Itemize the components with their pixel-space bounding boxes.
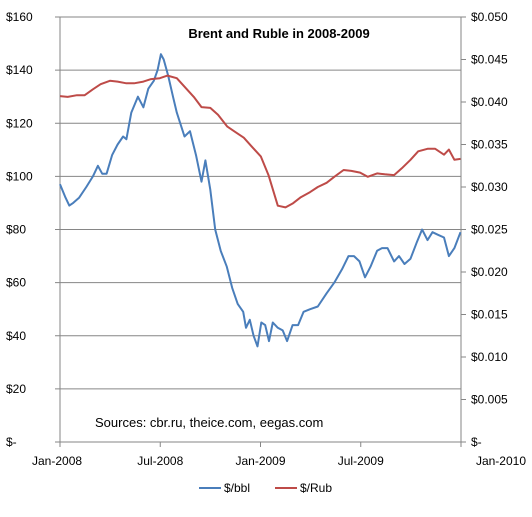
y-left-tick-label: $100 — [6, 169, 33, 183]
gridlines — [60, 16, 461, 390]
y-left-tick-label: $160 — [6, 10, 33, 24]
y-right-tick-label: $0.040 — [471, 95, 508, 109]
y-right-tick-label: $0.030 — [471, 180, 508, 194]
legend: $/bbl $/Rub — [199, 481, 332, 495]
x-tick-label: Jan-2010 — [476, 454, 526, 468]
y-right-tick-label: $0.045 — [471, 53, 508, 67]
x-tick-label: Jul-2008 — [137, 454, 183, 468]
y-right-tick-label: $0.005 — [471, 393, 508, 407]
axes: $- $20 $40 $60 $80 $100 $120 $140 $160 $- $0.005 $0… — [6, 10, 526, 468]
y-right-tick-label: $0.020 — [471, 265, 508, 279]
series-line-ruble — [59, 74, 461, 209]
legend-label: $/bbl — [224, 481, 250, 495]
y-right-tick-label: $- — [471, 435, 482, 449]
y-right-tick-label: $0.050 — [471, 10, 508, 24]
y-right-tick-label: $0.025 — [471, 223, 508, 237]
y-left-tick-label: $20 — [6, 382, 26, 396]
legend-label: $/Rub — [300, 481, 332, 495]
y-left-tick-label: $60 — [6, 276, 26, 290]
series-line-brent — [59, 53, 462, 348]
x-tick-label: Jan-2008 — [32, 454, 82, 468]
x-tick-label: Jul-2009 — [338, 454, 384, 468]
y-right-tick-label: $0.035 — [471, 138, 508, 152]
chart-title: Brent and Ruble in 2008-2009 — [188, 26, 369, 41]
y-left-tick-label: $- — [6, 435, 17, 449]
y-right-tick-label: $0.010 — [471, 350, 508, 364]
x-tick-label: Jan-2009 — [235, 454, 285, 468]
y-left-tick-label: $120 — [6, 116, 33, 130]
y-left-tick-label: $40 — [6, 329, 26, 343]
sources-annotation: Sources: cbr.ru, theice.com, eegas.com — [95, 415, 323, 430]
series-lines — [59, 53, 462, 348]
y-right-tick-label: $0.015 — [471, 308, 508, 322]
y-left-tick-label: $80 — [6, 223, 26, 237]
y-left-tick-label: $140 — [6, 63, 33, 77]
